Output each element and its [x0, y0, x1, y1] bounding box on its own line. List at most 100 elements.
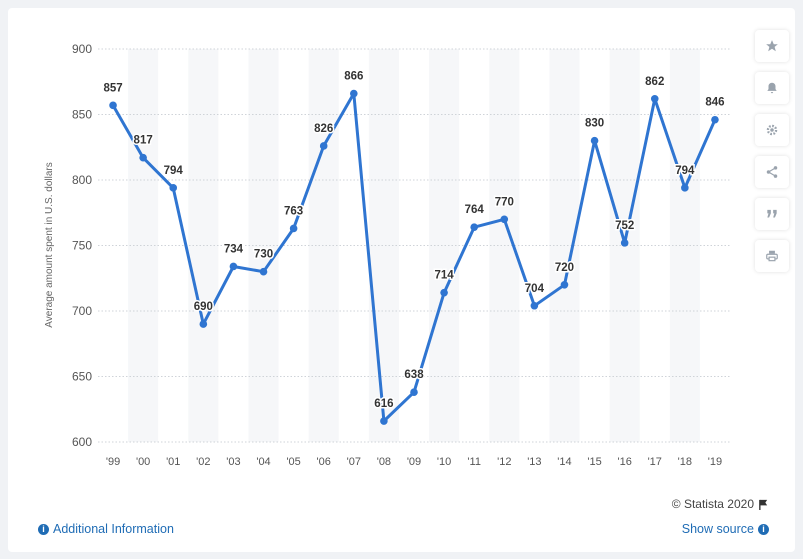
additional-information-label: Additional Information [53, 522, 174, 536]
data-point [289, 224, 298, 233]
x-tick-label: '12 [497, 456, 511, 468]
data-label: 770 [495, 196, 514, 208]
gridlines [98, 48, 730, 443]
data-label: 734 [224, 243, 244, 255]
info-icon: i [758, 523, 769, 535]
x-tick-label: '18 [678, 456, 692, 468]
x-tick-label: '01 [166, 456, 180, 468]
data-label: 616 [374, 398, 393, 410]
y-tick-label: 650 [72, 370, 92, 384]
data-label: 830 [585, 118, 604, 130]
x-tick-label: '02 [196, 456, 210, 468]
data-label: 714 [435, 270, 455, 282]
print-icon [766, 250, 778, 262]
x-tick-label: '16 [617, 456, 631, 468]
band [128, 49, 159, 442]
y-tick-label: 850 [72, 108, 92, 122]
y-tick-label: 800 [72, 173, 92, 187]
data-point [560, 281, 569, 289]
data-points [109, 89, 719, 425]
y-tick-label: 600 [72, 435, 92, 449]
data-label: 638 [404, 369, 424, 381]
credit-text: © Statista 2020 [671, 497, 754, 511]
data-point [380, 417, 388, 425]
data-labels: 857 817 794 690 734 730 763 826 866 616 638 714 764 7… [102, 69, 726, 412]
side-toolbar [755, 30, 789, 282]
notification-button[interactable] [755, 72, 789, 104]
data-label: 857 [103, 82, 122, 94]
info-icon: i [38, 523, 49, 535]
additional-information-link[interactable]: i Additional Information [38, 522, 174, 536]
data-point [259, 267, 268, 276]
x-tick-label: '17 [648, 456, 662, 468]
data-point [620, 239, 629, 247]
y-tick-label: 900 [72, 42, 92, 56]
x-tick-label: '00 [136, 456, 150, 468]
y-axis-ticks: 600 650 700 750 800 850 900 [72, 42, 92, 449]
data-label: 752 [615, 220, 634, 232]
quote-icon [767, 209, 777, 218]
x-tick-label: '15 [587, 456, 601, 468]
data-label: 730 [254, 249, 273, 261]
data-label: 720 [555, 262, 574, 274]
data-point [410, 388, 418, 397]
data-point [711, 115, 719, 124]
band [308, 49, 339, 442]
x-tick-label: '09 [407, 456, 421, 468]
x-tick-label: '19 [708, 456, 722, 468]
x-tick-label: '05 [286, 456, 300, 468]
y-axis-label: Average amount spent in U.S. dollars [44, 162, 55, 327]
data-point [229, 262, 238, 271]
data-label: 826 [314, 123, 333, 135]
data-point [350, 89, 358, 98]
band [368, 49, 399, 442]
band [669, 49, 700, 442]
data-label: 866 [344, 71, 363, 83]
show-source-link[interactable]: Show source i [682, 522, 769, 536]
x-tick-label: '07 [347, 456, 361, 468]
data-point [470, 223, 478, 231]
x-tick-label: '04 [256, 456, 270, 468]
data-label: 704 [525, 283, 545, 295]
data-point [681, 184, 689, 192]
x-tick-label: '99 [106, 456, 120, 468]
y-tick-label: 750 [72, 239, 92, 253]
x-tick-label: '08 [377, 456, 391, 468]
x-tick-label: '06 [317, 456, 331, 468]
x-tick-label: '13 [527, 456, 541, 468]
data-point [199, 320, 208, 328]
data-point [169, 184, 178, 192]
data-label: 690 [194, 301, 213, 313]
data-point [590, 136, 599, 145]
gear-icon [766, 124, 778, 136]
data-label: 846 [705, 97, 724, 109]
data-point [500, 215, 509, 224]
print-button[interactable] [755, 240, 789, 272]
chart-card: 600 650 700 750 800 850 900 '99 '00 '01 '02 '03 '04… [8, 8, 795, 552]
x-tick-label: '14 [557, 456, 571, 468]
x-tick-label: '03 [226, 456, 240, 468]
x-axis-ticks: '99 '00 '01 '02 '03 '04 '05 '06 '07 '08 '09 '10 '11 '… [106, 456, 722, 468]
share-button[interactable] [755, 156, 789, 188]
data-label: 817 [134, 135, 153, 147]
y-tick-label: 700 [72, 304, 92, 318]
data-label: 862 [645, 76, 664, 88]
data-point [440, 288, 448, 297]
data-label: 764 [465, 204, 485, 216]
star-icon [766, 40, 778, 52]
data-point [109, 101, 117, 110]
band [429, 49, 460, 442]
line-chart: 600 650 700 750 800 850 900 '99 '00 '01 '02 '03 '04… [44, 42, 730, 468]
data-label: 763 [284, 205, 303, 217]
favorite-button[interactable] [755, 30, 789, 62]
data-label: 794 [164, 165, 184, 177]
statista-credit[interactable]: © Statista 2020 [672, 497, 769, 511]
flag-icon [759, 499, 768, 510]
cite-button[interactable] [755, 198, 789, 230]
x-tick-label: '11 [467, 456, 481, 468]
settings-button[interactable] [755, 114, 789, 146]
data-label: 794 [675, 165, 695, 177]
show-source-label: Show source [681, 522, 754, 536]
data-point [319, 142, 328, 150]
data-point [139, 153, 147, 162]
